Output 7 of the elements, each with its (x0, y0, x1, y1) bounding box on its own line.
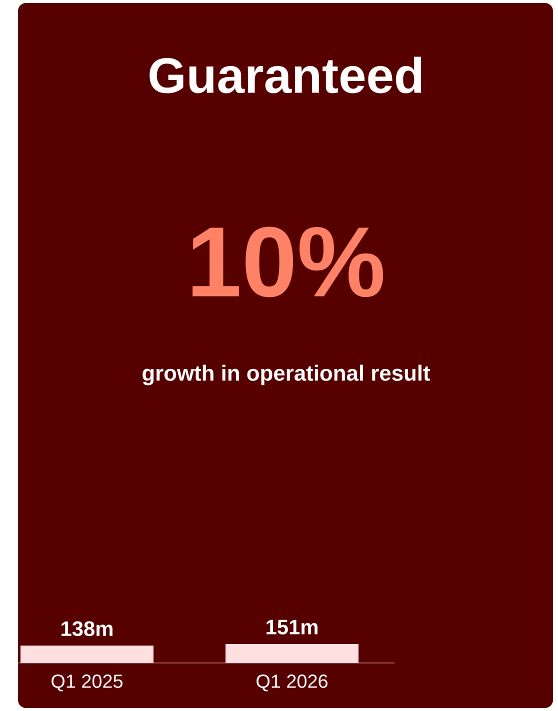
text: 10% (192, 226, 384, 298)
data-label: 138m (62, 621, 112, 636)
data-label: 151m (266, 620, 318, 634)
x-tick-label: Q1 2025 (52, 674, 122, 692)
x-tick-label: Q1 2026 (256, 674, 328, 692)
chart-title: Guaranteed (150, 56, 422, 94)
text: growth in operational result (142, 364, 430, 386)
